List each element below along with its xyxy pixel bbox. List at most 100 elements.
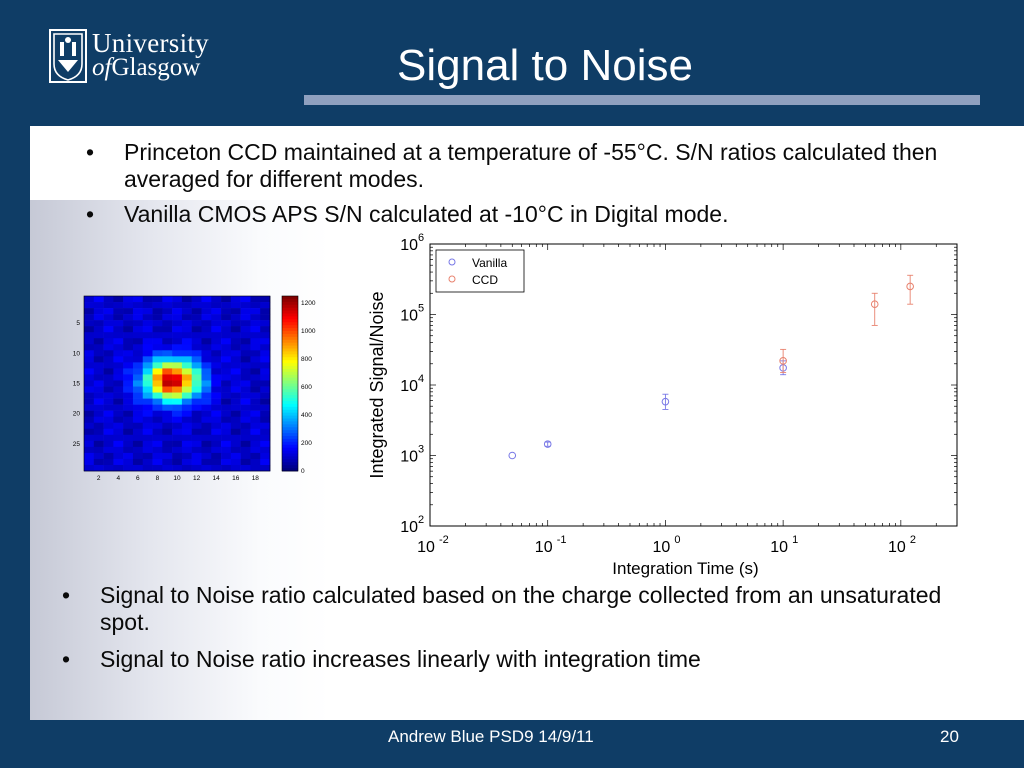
- heatmap-cell: [250, 374, 261, 381]
- heatmap-cell: [240, 374, 251, 381]
- heatmap-cell: [152, 422, 163, 430]
- heatmap-cell: [260, 368, 271, 375]
- colorbar-segment: [282, 366, 298, 370]
- heatmap-cell: [113, 350, 124, 357]
- bullet-text: Signal to Noise ratio increases linearly…: [100, 646, 701, 672]
- heatmap-cell: [250, 332, 261, 339]
- heatmap-cell: [132, 296, 144, 303]
- colorbar-segment: [282, 450, 298, 454]
- heatmap-cell: [84, 350, 95, 357]
- heatmap-cell: [103, 362, 114, 369]
- heatmap-cell: [191, 296, 202, 303]
- heatmap-cell: [123, 452, 134, 460]
- heatmap-cell: [152, 374, 163, 381]
- heatmap-cell: [201, 338, 212, 345]
- heatmap-cell: [260, 338, 271, 345]
- heatmap-cell: [93, 422, 104, 430]
- heatmap-cell: [221, 332, 232, 339]
- heatmap-cell: [201, 350, 212, 357]
- heatmap-cell: [221, 398, 232, 405]
- heatmap-cell: [113, 338, 124, 345]
- heatmap-cell: [142, 362, 153, 369]
- heatmap-cell: [191, 422, 202, 430]
- heatmap-cell: [211, 440, 222, 448]
- heatmap-cell: [162, 374, 173, 381]
- heatmap-cell: [162, 344, 173, 351]
- heatmap-cell: [84, 344, 95, 351]
- heatmap-cell: [230, 344, 241, 351]
- heatmap-cell: [191, 302, 202, 309]
- heatmap-cell: [181, 416, 192, 424]
- heatmap-cell: [132, 398, 144, 405]
- heatmap-cell: [172, 350, 183, 357]
- heatmap-cell: [250, 380, 261, 387]
- heatmap-cell: [93, 458, 104, 466]
- bullet-item: • Signal to Noise ratio increases linearl…: [62, 646, 972, 673]
- heatmap-cell: [240, 386, 251, 393]
- heatmap-cell: [230, 464, 241, 472]
- heatmap-cell: [191, 440, 202, 448]
- heatmap-cell: [250, 296, 261, 303]
- heatmap-cell: [230, 368, 241, 375]
- heatmap-cell: [113, 392, 124, 399]
- heatmap-cell: [132, 338, 144, 345]
- heatmap-cell: [93, 410, 104, 417]
- heatmap-cell: [172, 362, 183, 369]
- heatmap-cell: [172, 380, 183, 387]
- heatmap-cell: [142, 368, 153, 375]
- heatmap-cell: [84, 338, 95, 345]
- heatmap-cell: [113, 344, 124, 351]
- heatmap-cell: [250, 392, 261, 399]
- heatmap-cell: [152, 308, 163, 315]
- heatmap-cell: [142, 440, 153, 448]
- heatmap-cell: [260, 314, 271, 321]
- colorbar-segment: [282, 331, 298, 335]
- heatmap-cell: [191, 308, 202, 315]
- heatmap-cell: [142, 326, 153, 333]
- colorbar-segment: [282, 462, 298, 466]
- heatmap-cell: [250, 428, 261, 436]
- heatmap-cell: [260, 446, 271, 454]
- heatmap-cell: [230, 302, 241, 309]
- heatmap-cell: [172, 398, 183, 405]
- heatmap-cell: [172, 410, 183, 417]
- heatmap-cell: [260, 344, 271, 351]
- heatmap-y-tick-label: 5: [76, 320, 80, 327]
- heatmap-cell: [250, 434, 261, 442]
- data-point-ccd: [906, 282, 914, 291]
- heatmap-cell: [162, 398, 173, 405]
- heatmap-cell: [93, 380, 104, 387]
- heatmap-cell: [162, 404, 173, 411]
- signal-noise-scatter-chart: 10 -2 10 -1 10 0 10 1 10 210 210 310 410 510 6Integrat…: [367, 232, 958, 578]
- heatmap-cell: [211, 320, 222, 327]
- heatmap-cell: [162, 302, 173, 309]
- heatmap-cell: [191, 326, 202, 333]
- heatmap-cell: [113, 368, 124, 375]
- heatmap-cell: [84, 434, 95, 442]
- heatmap-cell: [230, 416, 241, 424]
- heatmap-cell: [93, 302, 104, 309]
- heatmap-cell: [103, 302, 114, 309]
- heatmap-cell: [191, 416, 202, 424]
- heatmap-cell: [191, 398, 202, 405]
- heatmap-cell: [211, 434, 222, 442]
- heatmap-cell: [93, 464, 104, 472]
- heatmap-cell: [240, 308, 251, 315]
- heatmap-cell: [191, 410, 202, 417]
- heatmap-cell: [142, 374, 153, 381]
- heatmap-cell: [93, 356, 104, 363]
- heatmap-cell: [250, 314, 261, 321]
- heatmap-x-tick-label: 10: [173, 475, 181, 482]
- heatmap-cell: [240, 404, 251, 411]
- bullet-list-bottom: • Signal to Noise ratio calculated based …: [62, 582, 972, 683]
- heatmap-cell: [221, 392, 232, 399]
- heatmap-cell: [221, 452, 232, 460]
- heatmap-cell: [103, 344, 114, 351]
- heatmap-cell: [142, 434, 153, 442]
- heatmap-cell: [250, 350, 261, 357]
- heatmap-cell: [132, 386, 144, 393]
- bullet-item: • Signal to Noise ratio calculated based …: [62, 582, 972, 636]
- colorbar-segment: [282, 468, 298, 472]
- heatmap-cell: [240, 416, 251, 424]
- heatmap-cell: [181, 404, 192, 411]
